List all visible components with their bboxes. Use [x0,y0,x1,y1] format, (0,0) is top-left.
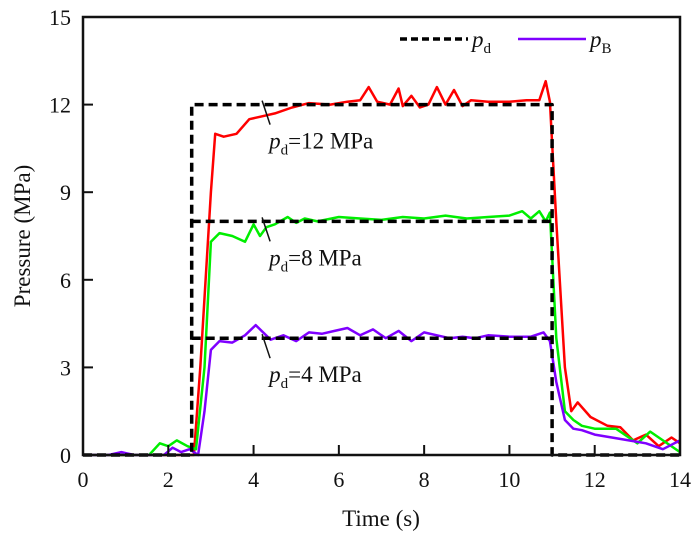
annotation-leader [261,100,271,125]
x-tick-label: 2 [163,467,174,492]
series-line-pd-12-mpa- [83,102,680,457]
x-axis-ticks: 0 2 4 6 8 10 12 14 [78,445,691,492]
x-tick-label: 14 [669,467,691,492]
series-line-pb-8-mpa- [83,209,681,457]
annotation-leader [261,217,271,242]
y-tick-label: 3 [60,355,71,380]
y-tick-label: 15 [49,5,71,30]
y-axis-ticks: 0 3 6 9 12 15 [49,5,93,468]
x-axis-title: Time (s) [342,506,420,531]
annotation-label: pd=8 MPa [267,245,362,275]
y-tick-label: 12 [49,93,71,118]
y-axis-title: Pressure (MPa) [10,165,35,307]
x-tick-label: 8 [419,467,430,492]
annotation-label: pd=4 MPa [267,362,362,392]
series-line-pb-12-mpa- [83,79,681,457]
x-tick-label: 4 [248,467,259,492]
plot-frame [81,15,682,457]
plot-curves [83,79,681,457]
legend: pd pB [400,27,612,57]
annotation-label: pd=12 MPa [267,129,373,159]
x-tick-label: 0 [78,467,89,492]
legend-label: pB [588,27,612,57]
x-tick-label: 10 [498,467,520,492]
annotations: pd=12 MPa pd=8 MPa pd=4 MPa [261,100,373,392]
series-line-pb-4-mpa- [83,323,681,457]
x-tick-label: 6 [333,467,344,492]
y-tick-label: 6 [60,268,71,293]
x-tick-label: 12 [584,467,606,492]
legend-label: pd [470,27,492,57]
y-tick-label: 0 [60,443,71,468]
annotation-leader [261,333,271,359]
y-tick-label: 9 [60,180,71,205]
